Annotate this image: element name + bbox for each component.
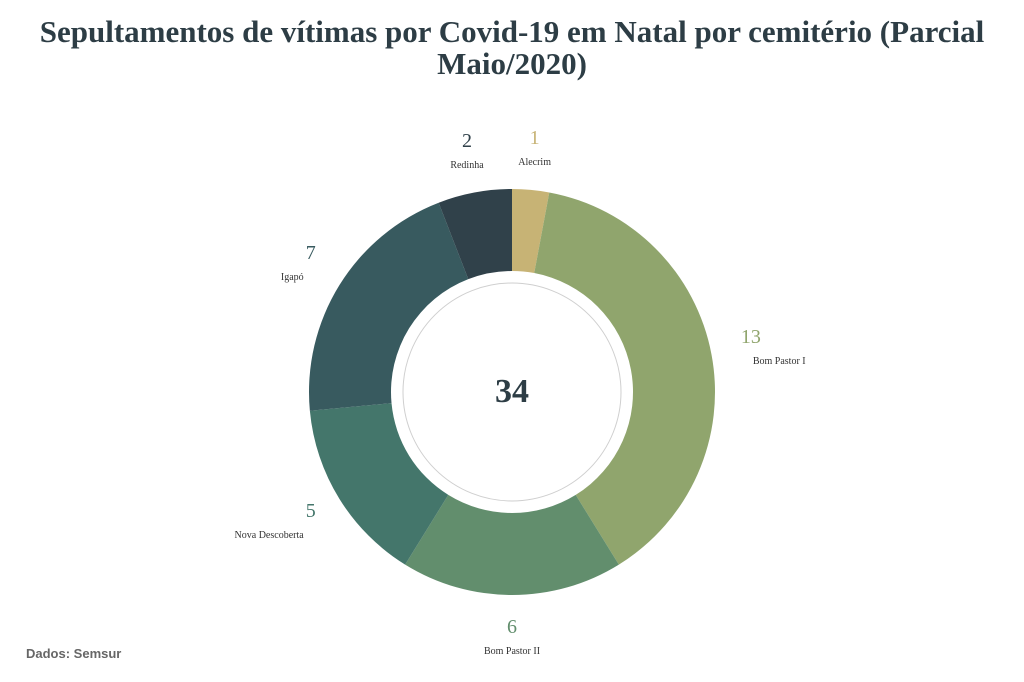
donut-slices [309,189,715,595]
value-label-nova-descoberta: 5 [306,500,316,522]
category-label-bom-pastor-i: Bom Pastor I [753,356,806,367]
value-label-redinha: 2 [462,130,472,152]
category-label-nova-descoberta: Nova Descoberta [235,530,305,541]
slice-nova-descoberta [309,403,449,565]
slice-igapo [309,202,469,411]
value-label-bom-pastor-ii: 6 [507,616,517,638]
value-label-bom-pastor-i: 13 [741,326,761,348]
slice-alecrim [512,189,550,274]
chart-title: Sepultamentos de vítimas por Covid-19 em… [0,16,1024,80]
category-label-igapo: Igapó [281,272,304,283]
total-label: 34 [495,373,529,410]
source-note: Dados: Semsur [26,646,122,661]
value-label-igapo: 7 [306,242,316,264]
slice-bom-pastor-i [534,192,715,565]
inner-ring [402,282,622,502]
category-label-alecrim: Alecrim [518,157,551,168]
chart-title-line-1: Sepultamentos de vítimas por Covid-19 em… [39,14,985,49]
chart-title-line-2: Maio/2020) [437,46,587,81]
slice-redinha [438,189,512,280]
slice-labels: 1 Alecrim 13 Bom Pastor I 6 Bom Pastor II 5Nov… [235,127,806,657]
category-label-redinha: Redinha [450,160,484,171]
value-label-alecrim: 1 [530,127,540,149]
slice-bom-pastor-ii [405,494,619,595]
category-label-bom-pastor-ii: Bom Pastor II [484,646,540,657]
